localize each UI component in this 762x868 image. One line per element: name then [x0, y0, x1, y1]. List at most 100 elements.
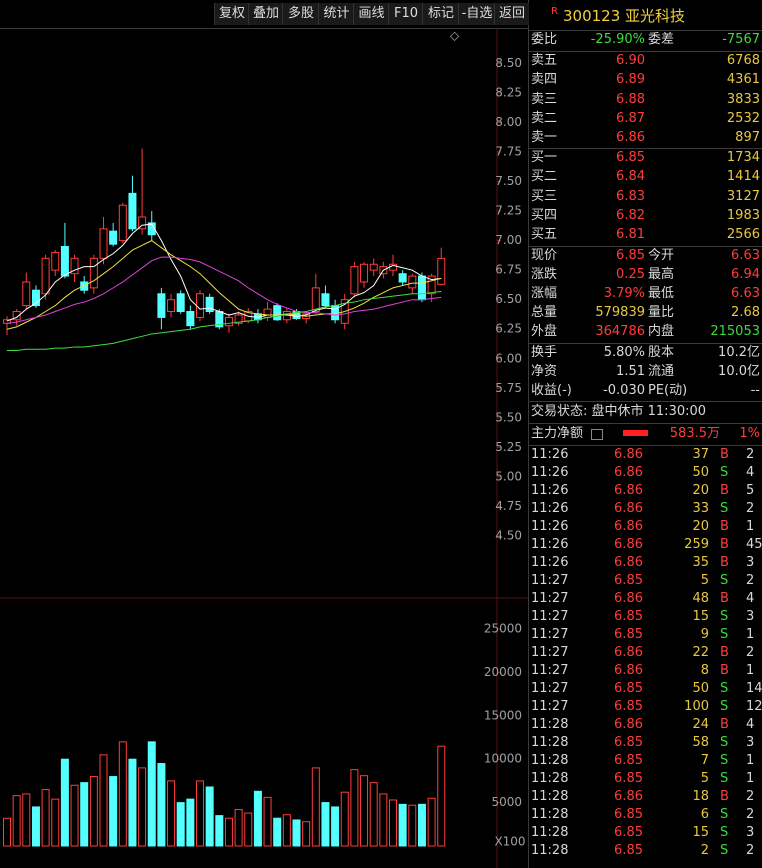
- y-tick-label: 6.25: [495, 322, 522, 336]
- tick-price: 6.85: [614, 735, 643, 750]
- tick-count: 3: [746, 609, 755, 624]
- tick-volume: 15: [692, 609, 709, 624]
- tick-price: 6.86: [614, 645, 643, 660]
- volume-bar: [389, 799, 397, 847]
- y-tick-label: 5.75: [495, 381, 522, 395]
- candle-body: [311, 287, 320, 312]
- tick-side: B: [720, 591, 729, 606]
- label: 涨幅: [531, 286, 558, 301]
- main-flow-icon: [591, 429, 603, 440]
- value: 3.79%: [603, 286, 645, 301]
- tick-time: 11:27: [531, 681, 569, 696]
- label: 外盘: [531, 324, 558, 339]
- candle-body: [234, 314, 243, 324]
- toolbar-button[interactable]: 复权: [214, 3, 249, 25]
- volume-bar: [311, 767, 320, 847]
- toolbar-button[interactable]: 标记: [422, 3, 459, 25]
- y-tick-label: 4.50: [495, 528, 522, 542]
- volume-bar: [138, 767, 147, 847]
- y-tick-label: 8.50: [495, 56, 522, 70]
- volume-bar: [147, 741, 156, 847]
- stock-title: 300123 亚光科技: [563, 7, 686, 25]
- tick-side: S: [720, 465, 729, 480]
- tick-count: 3: [746, 735, 755, 750]
- tick-count: 14: [746, 681, 762, 696]
- value: 6.85: [616, 248, 645, 263]
- level-price: 6.88: [616, 91, 645, 107]
- tick-price: 6.86: [614, 537, 643, 552]
- separator: [529, 423, 762, 424]
- tick-count: 4: [746, 591, 755, 606]
- marker-icon: ◇: [450, 29, 460, 43]
- level-price: 6.84: [616, 169, 645, 185]
- tick-side: B: [720, 663, 729, 678]
- tick-volume: 20: [692, 519, 709, 534]
- value: 6.63: [731, 286, 760, 301]
- candle-body: [60, 246, 69, 277]
- toolbar-button[interactable]: 画线: [353, 3, 389, 25]
- volume-bar: [70, 784, 79, 847]
- toolbar-button[interactable]: -自选: [458, 3, 495, 25]
- tick-volume: 7: [700, 753, 709, 768]
- tick-price: 6.86: [614, 555, 643, 570]
- level-label: 卖三: [531, 91, 558, 107]
- tick-volume: 22: [692, 645, 709, 660]
- volume-bar: [417, 803, 426, 847]
- value: 0.25: [616, 267, 645, 282]
- volume-bar: [3, 817, 11, 847]
- label: 最高: [648, 267, 675, 282]
- value: 364786: [595, 324, 645, 339]
- candle-body: [118, 204, 127, 242]
- level-price: 6.86: [616, 130, 645, 146]
- tick-volume: 8: [700, 663, 709, 678]
- tick-time: 11:28: [531, 717, 569, 732]
- toolbar-button[interactable]: 返回: [494, 3, 529, 25]
- y-tick-label: 8.00: [495, 115, 522, 129]
- tick-volume: 9: [700, 627, 709, 642]
- volume-bar: [340, 791, 349, 847]
- tick-side: B: [720, 447, 729, 462]
- tick-volume: 50: [692, 465, 709, 480]
- level-price: 6.90: [616, 53, 645, 68]
- toolbar-button[interactable]: F10: [388, 3, 423, 25]
- main-flow-percent: 1%: [739, 426, 760, 441]
- toolbar-button[interactable]: 叠加: [248, 3, 283, 25]
- volume-bar: [176, 802, 185, 847]
- tick-price: 6.86: [614, 465, 643, 480]
- tick-price: 6.86: [614, 591, 643, 606]
- tick-side: S: [720, 627, 729, 642]
- level-label: 卖四: [531, 72, 558, 88]
- volume-bar: [427, 797, 436, 847]
- level-price: 6.85: [616, 150, 645, 165]
- tick-price: 6.86: [614, 789, 643, 804]
- tick-side: B: [720, 537, 729, 552]
- tick-volume: 6: [700, 807, 709, 822]
- tick-volume: 5: [700, 573, 709, 588]
- tick-price: 6.86: [614, 483, 643, 498]
- candle-body: [128, 192, 137, 230]
- label: 量比: [648, 305, 675, 320]
- candle-body: [196, 293, 204, 318]
- tick-price: 6.85: [614, 807, 643, 822]
- y-tick-label: 5000: [491, 795, 522, 809]
- candle-body: [80, 281, 89, 291]
- toolbar-button[interactable]: 多股: [282, 3, 319, 25]
- tick-side: S: [720, 825, 729, 840]
- toolbar-button[interactable]: 统计: [318, 3, 354, 25]
- candle-body: [205, 296, 214, 313]
- candle-body: [157, 293, 166, 318]
- candle-body: [427, 275, 436, 295]
- value: -0.030: [603, 383, 645, 398]
- separator: [529, 148, 762, 149]
- volume-bar: [205, 786, 214, 847]
- label: 最低: [648, 286, 675, 301]
- panel-divider: [528, 0, 529, 868]
- tick-volume: 24: [692, 717, 709, 732]
- volume-bar: [80, 782, 89, 847]
- tick-side: B: [720, 789, 729, 804]
- level-label: 买一: [531, 150, 558, 165]
- tick-time: 11:27: [531, 609, 569, 624]
- tick-time: 11:28: [531, 825, 569, 840]
- separator: [529, 30, 762, 31]
- volume-bar: [31, 806, 40, 847]
